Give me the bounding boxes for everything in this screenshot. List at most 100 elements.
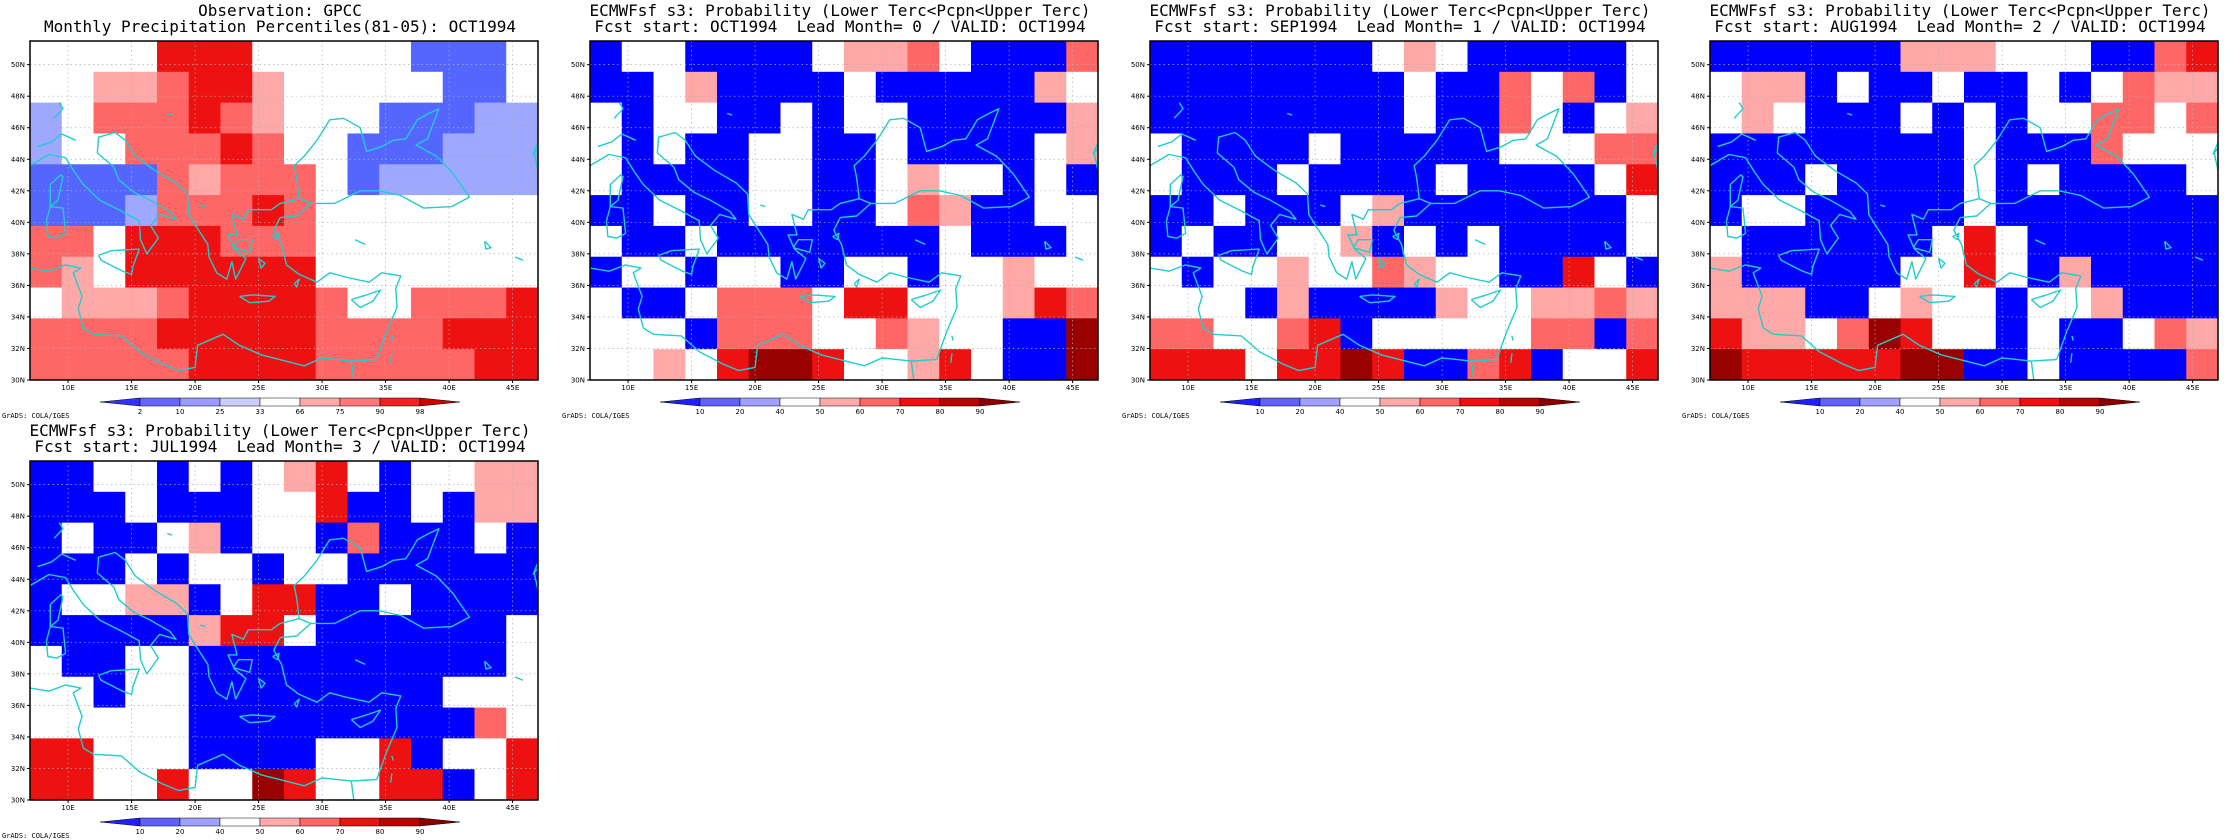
grid-cell bbox=[411, 71, 444, 104]
grid-cell bbox=[2091, 256, 2124, 288]
grid-cell bbox=[939, 318, 972, 350]
grid-cell bbox=[93, 522, 126, 554]
grid-cell bbox=[1435, 225, 1468, 258]
grid-cell bbox=[1868, 349, 1901, 381]
coastline bbox=[1937, 258, 1946, 269]
grid-cell bbox=[474, 225, 507, 258]
grid-cell bbox=[506, 769, 539, 801]
grid-cell bbox=[252, 676, 285, 708]
coastline bbox=[45, 205, 67, 239]
grid-cell bbox=[1308, 102, 1341, 134]
grid-cell bbox=[1002, 225, 1035, 258]
grid-cell bbox=[93, 102, 126, 134]
grid-cell bbox=[844, 225, 877, 258]
grid-cell bbox=[1467, 225, 1500, 258]
grid-cell bbox=[157, 769, 190, 801]
grid-cell bbox=[717, 318, 750, 350]
grid-cell bbox=[284, 491, 317, 524]
grid-cell bbox=[506, 71, 539, 104]
grid-cell bbox=[188, 318, 221, 350]
grid-cell bbox=[379, 287, 412, 319]
grid-cell bbox=[1900, 71, 1933, 104]
grid-cell bbox=[590, 225, 623, 258]
coastline bbox=[605, 205, 627, 239]
grid-cell bbox=[1340, 71, 1373, 104]
grid-cell bbox=[506, 522, 539, 554]
grid-cell bbox=[2186, 225, 2219, 258]
grid-cell bbox=[315, 707, 348, 739]
grid-cell bbox=[812, 71, 845, 104]
lon-tick-label: 30E bbox=[1995, 384, 2008, 392]
grid-cell bbox=[220, 738, 253, 770]
grid-cell bbox=[157, 491, 190, 524]
grid-cell bbox=[2186, 133, 2219, 165]
grid-cell bbox=[717, 349, 750, 381]
grid-cell bbox=[93, 256, 126, 288]
coastline bbox=[1919, 294, 1956, 304]
grid-cell bbox=[188, 738, 221, 770]
grid-cell bbox=[442, 645, 475, 678]
colorbar-label: 2 bbox=[138, 408, 142, 416]
grid-cell bbox=[411, 318, 444, 350]
grid-cell bbox=[315, 645, 348, 678]
grid-cell bbox=[1213, 349, 1246, 381]
grid-cell bbox=[1773, 164, 1806, 196]
grid-cell bbox=[379, 491, 412, 524]
coastline bbox=[232, 659, 253, 673]
coastline bbox=[293, 108, 471, 209]
grid-cell bbox=[2027, 195, 2060, 227]
coastline bbox=[272, 652, 280, 661]
grid-cell bbox=[971, 318, 1004, 350]
colorbar-label: 70 bbox=[2016, 408, 2025, 416]
grid-cell bbox=[30, 707, 63, 739]
grid-cell bbox=[844, 287, 877, 319]
map-panel-lead2: ECMWFsf s3: Probability (Lower Terc<Pcpn… bbox=[1680, 0, 2240, 420]
lon-tick-label: 40E bbox=[1562, 384, 1575, 392]
lat-tick-label: 32N bbox=[1691, 345, 1705, 353]
grid-cell bbox=[1277, 225, 1310, 258]
colorbar: 10 20 40 50 60 70 80 90 bbox=[99, 817, 461, 836]
grid-cell bbox=[971, 225, 1004, 258]
grid-cell bbox=[717, 133, 750, 165]
grid-cell bbox=[252, 491, 285, 524]
grid-cell bbox=[157, 318, 190, 350]
colorbar-label: 98 bbox=[416, 408, 425, 416]
grid-cell bbox=[93, 645, 126, 678]
grid-cell bbox=[442, 676, 475, 708]
grid-cell bbox=[315, 553, 348, 585]
colorbar-segment bbox=[899, 397, 941, 407]
grid-cell bbox=[1277, 102, 1310, 134]
grid-cell bbox=[1034, 225, 1067, 258]
grid-cell bbox=[1626, 349, 1659, 381]
grid-cell bbox=[1150, 225, 1183, 258]
grid-cell bbox=[2059, 41, 2092, 73]
coastline bbox=[2212, 140, 2218, 155]
colorbar-segment bbox=[419, 397, 461, 407]
grid-cell bbox=[379, 522, 412, 554]
grid-cell bbox=[1837, 256, 1870, 288]
grid-cell bbox=[1710, 256, 1743, 288]
grid-cell bbox=[252, 645, 285, 678]
grid-cell bbox=[442, 522, 475, 554]
grid-cell bbox=[844, 318, 877, 350]
grid-cell bbox=[748, 349, 781, 381]
colorbar-segment bbox=[259, 397, 301, 407]
grid-cell bbox=[2186, 349, 2219, 381]
grid-cell bbox=[1277, 195, 1310, 227]
grid-cell bbox=[1741, 256, 1774, 288]
grid-cell bbox=[1404, 225, 1437, 258]
lat-tick-label: 46N bbox=[11, 124, 25, 132]
grid-cell bbox=[411, 349, 444, 381]
grid-cell bbox=[252, 349, 285, 381]
grid-cell bbox=[1308, 133, 1341, 165]
grid-cell bbox=[474, 41, 507, 73]
grid-cell bbox=[1181, 349, 1214, 381]
grid-cell bbox=[1034, 256, 1067, 288]
coastline bbox=[30, 131, 402, 360]
grid-cell bbox=[1066, 164, 1099, 196]
grid-cell bbox=[1594, 349, 1627, 381]
grid-cell bbox=[1995, 164, 2028, 196]
grid-cell bbox=[474, 553, 507, 585]
grid-cell bbox=[474, 769, 507, 801]
grid-cell bbox=[188, 133, 221, 165]
